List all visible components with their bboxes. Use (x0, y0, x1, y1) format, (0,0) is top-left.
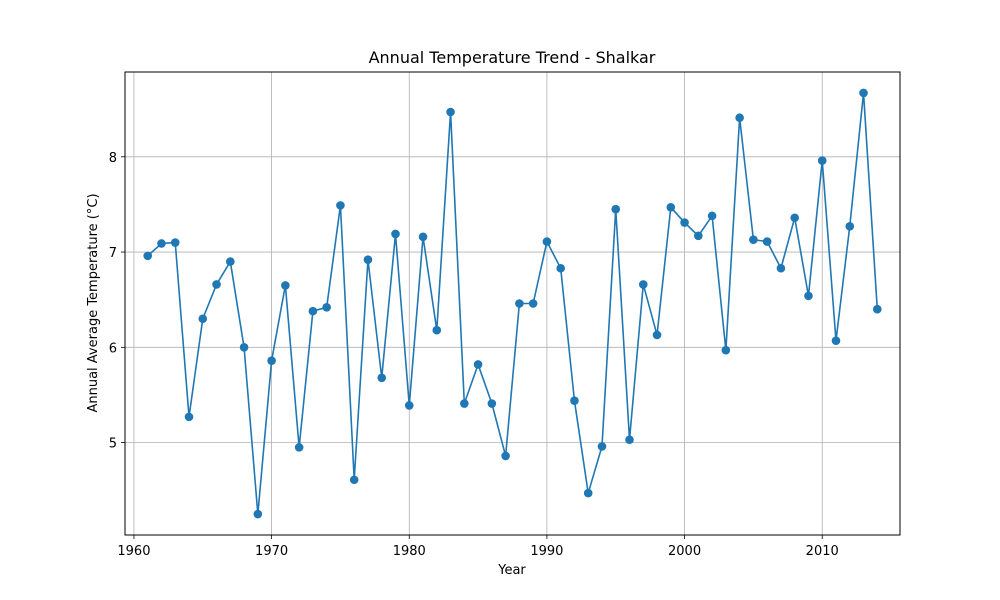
y-axis-label: Annual Average Temperature (°C) (86, 193, 101, 412)
x-tick-label: 2010 (806, 544, 839, 559)
data-point (749, 235, 758, 244)
data-point (349, 475, 359, 485)
data-point (322, 303, 331, 312)
data-point (762, 237, 772, 246)
data-point (308, 306, 318, 316)
data-point (721, 345, 731, 355)
x-axis-label: Year (497, 563, 526, 578)
data-points (143, 88, 882, 519)
y-tick-label: 5 (109, 437, 117, 452)
data-point (391, 229, 400, 239)
data-point (212, 280, 221, 289)
data-point (597, 442, 607, 451)
data-point (170, 238, 180, 247)
data-point (804, 291, 813, 301)
data-point (666, 202, 676, 212)
data-point (570, 396, 579, 405)
x-tick-label: 1990 (530, 544, 563, 559)
data-point (817, 156, 827, 165)
data-point (542, 237, 552, 246)
data-point (872, 304, 882, 314)
y-tick-label: 8 (109, 151, 117, 166)
x-tick-label: 1970 (255, 544, 288, 559)
data-point (487, 399, 497, 408)
data-point (790, 213, 799, 223)
data-point (363, 255, 373, 264)
series-line (147, 92, 879, 515)
data-point (501, 451, 510, 461)
data-point (404, 401, 414, 410)
data-point (446, 107, 455, 117)
data-point (515, 299, 524, 308)
data-point (184, 412, 194, 422)
data-point (226, 257, 235, 266)
data-point (377, 373, 387, 383)
data-point (652, 330, 662, 340)
data-point (143, 251, 153, 261)
y-tick-label: 7 (109, 246, 117, 261)
y-axis-ticks: 5 6 7 8 (109, 151, 125, 452)
data-point (473, 360, 483, 369)
data-point (198, 314, 208, 324)
x-tick-label: 1960 (117, 544, 150, 559)
plot-frame (124, 71, 901, 536)
data-point (556, 263, 565, 273)
data-point (253, 509, 263, 519)
y-tick-label: 6 (109, 341, 117, 356)
data-point (460, 399, 469, 408)
data-point (239, 343, 249, 352)
data-point (267, 356, 276, 365)
x-tick-label: 2000 (668, 544, 701, 559)
data-point (859, 88, 868, 98)
data-point (583, 488, 593, 498)
data-point (707, 211, 717, 221)
data-point (625, 435, 634, 445)
grid-lines (125, 72, 900, 535)
data-point (418, 232, 428, 242)
data-point (831, 336, 841, 345)
data-point (776, 263, 786, 273)
data-point (336, 201, 345, 210)
data-point (432, 325, 442, 335)
chart-title: Annual Temperature Trend - Shalkar (369, 48, 656, 67)
x-tick-label: 1980 (393, 544, 426, 559)
x-axis-ticks: 1960 1970 1980 1990 2000 2010 (117, 535, 839, 559)
data-point (611, 204, 621, 214)
data-point (528, 299, 538, 308)
data-point (694, 231, 703, 241)
data-point (281, 281, 290, 290)
data-point (735, 113, 744, 123)
data-point (680, 218, 689, 227)
data-point (294, 443, 304, 452)
data-point (638, 280, 648, 289)
data-point (845, 222, 855, 231)
data-point (157, 239, 166, 248)
